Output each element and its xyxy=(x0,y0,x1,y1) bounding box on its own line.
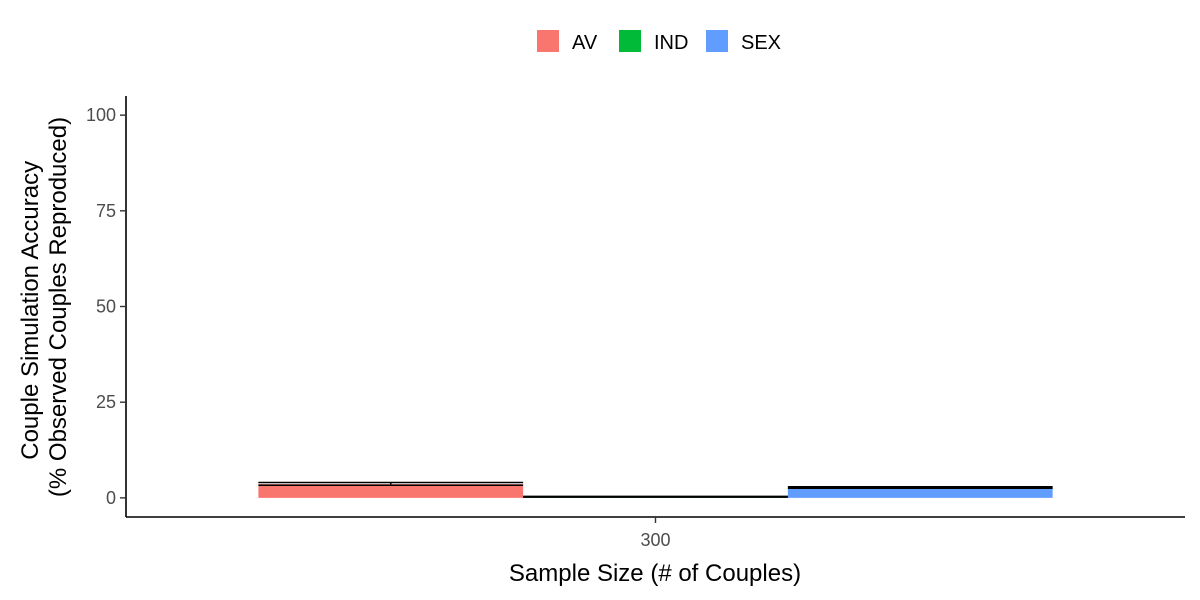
legend-item-av: AV xyxy=(537,30,598,54)
legend-item-sex: SEX xyxy=(706,30,781,54)
x-tick-label: 300 xyxy=(640,530,670,550)
axes xyxy=(125,96,1185,518)
y-axis-ticks: 0 25 50 75 100 xyxy=(86,105,126,508)
y-axis-title-line-1: Couple Simulation Accuracy xyxy=(17,161,44,460)
x-axis-title: Sample Size (# of Couples) xyxy=(509,560,801,587)
legend-swatch xyxy=(619,30,641,52)
legend-item-ind: IND xyxy=(619,30,688,54)
legend-label: IND xyxy=(654,32,688,54)
y-axis-title: Couple Simulation Accuracy (% Observed C… xyxy=(17,117,72,497)
bar-sex xyxy=(787,487,1053,498)
bar-av xyxy=(258,484,524,498)
error-bar-av xyxy=(258,481,524,486)
legend-label: AV xyxy=(572,32,598,54)
y-tick-label: 25 xyxy=(96,392,116,412)
y-tick-label: 75 xyxy=(96,201,116,221)
y-tick-label: 100 xyxy=(86,105,116,125)
error-bars xyxy=(258,481,1053,498)
error-bar-ind xyxy=(523,495,788,498)
y-tick-label: 50 xyxy=(96,297,116,317)
y-axis-title-line-2: (% Observed Couples Reproduced) xyxy=(45,117,72,497)
legend-swatch xyxy=(706,30,728,52)
x-axis-ticks: 300 xyxy=(640,517,671,550)
y-tick-label: 0 xyxy=(106,488,116,508)
error-bar-sex xyxy=(787,486,1053,490)
legend-swatch xyxy=(537,30,559,52)
legend: AV IND SEX xyxy=(537,30,781,54)
legend-label: SEX xyxy=(741,32,781,54)
